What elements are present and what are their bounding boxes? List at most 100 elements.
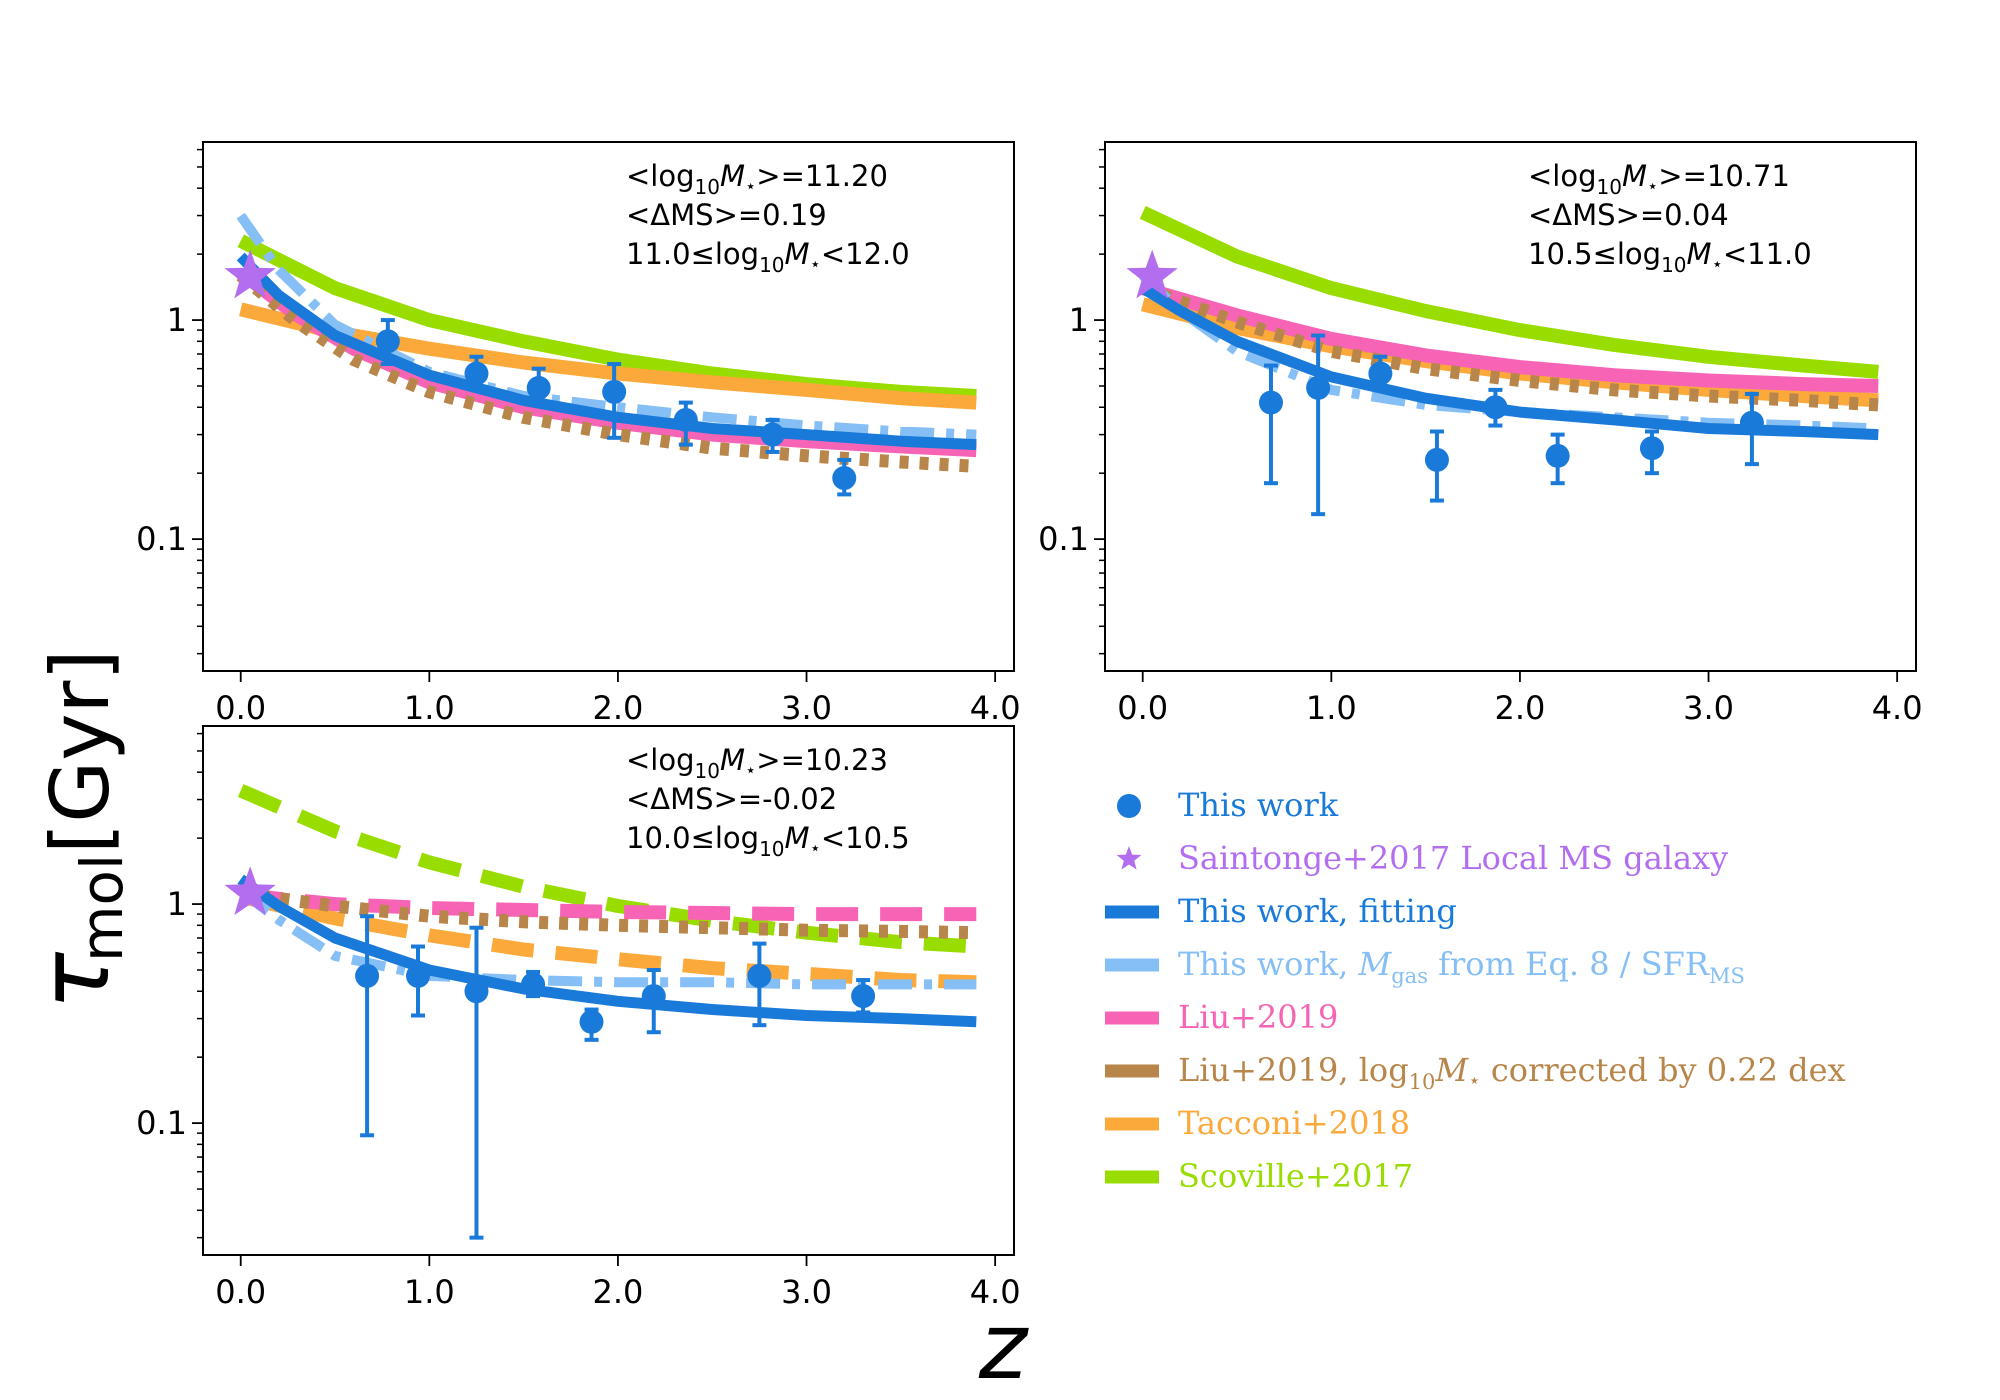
legend-item-this-work: This work: [1117, 786, 1339, 824]
x-tick-label: 4.0: [970, 1273, 1021, 1311]
point-marker: [1739, 410, 1764, 435]
point-marker: [832, 466, 857, 491]
point-marker: [1639, 436, 1664, 461]
panel-top-left: 0.1 1 0.0 1.0 2.0 3.0 4.0 <log10M⋆>=11.20<ΔMS>=…: [136, 141, 1021, 727]
legend-label: Liu+2019, log10M⋆ corrected by 0.22 dex: [1178, 1051, 1846, 1094]
saintonge-star-marker: [1126, 249, 1178, 299]
data-point: [526, 366, 551, 405]
y-tick-label: 1: [167, 885, 187, 923]
curve-liu-corr: [1140, 281, 1879, 412]
legend-item-eq8: This work, Mgas from Eq. 8 / SFRMS: [1105, 945, 1745, 988]
panel-bottom-left: 0.1 1 0.0 1.0 2.0 3.0 4.0 <log10M⋆>=10.23<ΔMS>=…: [136, 725, 1021, 1311]
axes-frame: [202, 141, 1015, 672]
curve-scoville: [1139, 206, 1879, 379]
data-point: [1639, 429, 1664, 476]
annotation-mass-bin: 10.5≤log10M⋆<11.0: [1528, 237, 1812, 277]
data-point: [760, 417, 785, 454]
point-marker: [851, 984, 876, 1009]
x-axis-label: z: [978, 1293, 1029, 1400]
data-point: [406, 944, 431, 1018]
annotation-mean-mass: <log10M⋆>=11.20: [626, 159, 888, 199]
point-marker: [760, 422, 785, 447]
y-tick-label: 0.1: [1038, 520, 1089, 558]
curve-fit: [237, 874, 977, 1028]
panel-annotation: <log10M⋆>=11.20<ΔMS>=0.19 11.0≤log10M⋆<12…: [626, 159, 910, 277]
x-tick-label: 0.0: [215, 1273, 266, 1311]
x-tick-label: 3.0: [1683, 689, 1734, 727]
annotation-mean-dms: <ΔMS>=0.19: [626, 198, 827, 232]
axes-frame: [202, 725, 1015, 1256]
y-tick-label: 1: [1069, 301, 1089, 339]
y-tick-label: 0.1: [136, 520, 187, 558]
point-marker: [526, 375, 551, 400]
saintonge-star-marker: [224, 866, 276, 916]
point-marker: [1424, 447, 1449, 472]
x-tick-label: 4.0: [1872, 689, 1923, 727]
x-tick-label: 2.0: [592, 689, 643, 727]
y-axis-label: τ mol [Gyr]: [19, 649, 136, 1010]
annotation-mass-bin: 10.0≤log10M⋆<10.5: [626, 821, 910, 861]
legend-label: Scoville+2017: [1178, 1157, 1413, 1195]
data-point: [1424, 429, 1449, 503]
point-marker: [1306, 375, 1331, 400]
panel-top-right: 0.1 1 0.0 1.0 2.0 3.0 4.0 <log10M⋆>=10.71<ΔMS>=…: [1038, 141, 1923, 727]
data-points: [375, 318, 857, 497]
data-point: [832, 457, 857, 497]
point-marker: [406, 963, 431, 988]
data-point: [375, 318, 400, 367]
data-point: [851, 978, 876, 1015]
point-marker: [464, 361, 489, 386]
legend-circle-marker: [1117, 794, 1141, 818]
point-marker: [355, 963, 380, 988]
y-axis-label-symbol: τ: [19, 951, 131, 1010]
legend-item-scoville: Scoville+2017: [1105, 1157, 1413, 1195]
curve-liu-corr: [236, 270, 977, 473]
point-marker: [579, 1009, 604, 1034]
point-marker: [464, 979, 489, 1004]
data-points: [1258, 333, 1764, 517]
point-marker: [1545, 443, 1570, 468]
point-marker: [1258, 390, 1283, 415]
data-points: [355, 914, 876, 1240]
curve-scoville: [237, 784, 977, 954]
panel-annotation: <log10M⋆>=10.71<ΔMS>=0.04 10.5≤log10M⋆<11…: [1528, 159, 1812, 277]
legend: This work Saintonge+2017 Local MS galaxy T…: [1105, 786, 1846, 1195]
data-point: [521, 969, 546, 999]
curve-fit: [236, 252, 977, 451]
legend-label: Tacconi+2018: [1178, 1104, 1410, 1142]
legend-item-fit: This work, fitting: [1105, 892, 1457, 930]
curve-eq8: [237, 886, 977, 990]
data-point: [641, 968, 666, 1035]
data-point: [1739, 391, 1764, 467]
curve-liu: [1140, 281, 1879, 393]
y-tick-label: 1: [167, 301, 187, 339]
point-marker: [375, 329, 400, 354]
legend-label: This work: [1178, 786, 1339, 824]
x-tick-label: 2.0: [592, 1273, 643, 1311]
curve-eq8: [236, 212, 977, 440]
data-point: [673, 400, 698, 447]
legend-item-liu-corr: Liu+2019, log10M⋆ corrected by 0.22 dex: [1105, 1051, 1846, 1094]
legend-item-saintonge: Saintonge+2017 Local MS galaxy: [1116, 839, 1728, 877]
y-axis-label-subscript: mol: [68, 854, 136, 962]
x-tick-label: 0.0: [1117, 689, 1168, 727]
x-tick-label: 4.0: [970, 689, 1021, 727]
data-point: [464, 925, 489, 1240]
x-tick-label: 1.0: [1306, 689, 1357, 727]
axes-frame: [1104, 141, 1917, 672]
data-point: [1368, 354, 1393, 392]
legend-item-tacconi: Tacconi+2018: [1105, 1104, 1410, 1142]
curves: [236, 212, 977, 473]
legend-label: This work, fitting: [1178, 892, 1457, 930]
x-tick-label: 3.0: [781, 689, 832, 727]
saintonge-star-marker: [224, 249, 276, 299]
point-marker: [673, 407, 698, 432]
point-marker: [641, 984, 666, 1009]
data-point: [1483, 387, 1508, 428]
y-tick-label: 0.1: [136, 1104, 187, 1142]
data-point: [1545, 432, 1570, 486]
annotation-mass-bin: 11.0≤log10M⋆<12.0: [626, 237, 910, 277]
panels: 0.110.0 1.0 2.0 3.0 4.0<log10M⋆>=11.20<ΔMS>=…: [136, 141, 1923, 1311]
annotation-mean-dms: <ΔMS>=0.04: [1528, 198, 1729, 232]
